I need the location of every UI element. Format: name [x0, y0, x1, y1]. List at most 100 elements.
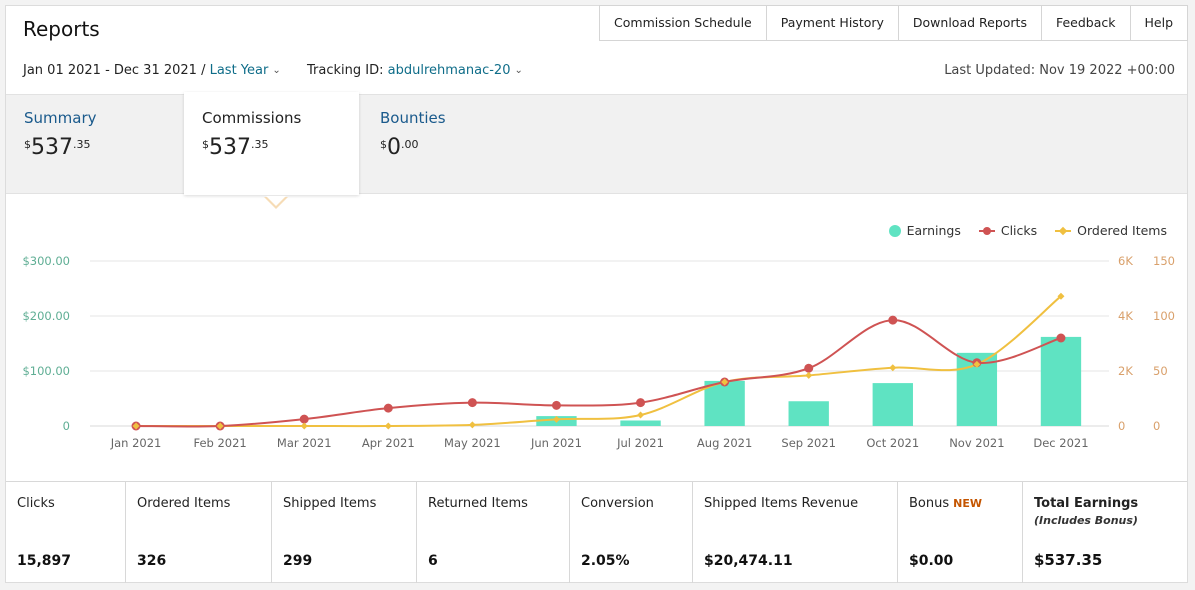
- stat-label: Clicks: [17, 496, 55, 511]
- stat-value: $537.35: [1034, 551, 1103, 569]
- stats-bar: Clicks 15,897 Ordered Items 326 Shipped …: [6, 481, 1187, 583]
- tab-band: Summary $537.35 Commissions $537.35 Boun…: [6, 92, 1187, 195]
- top-nav: Commission Schedule Payment History Down…: [599, 5, 1188, 41]
- stat-value: $0.00: [909, 553, 954, 569]
- point-clicks: [551, 400, 561, 410]
- legend-ordered-items[interactable]: Ordered Items: [1055, 223, 1167, 238]
- y-tick-label-items: 0: [1153, 419, 1160, 433]
- stat-shipped-items-revenue: Shipped Items Revenue $20,474.11: [692, 482, 897, 583]
- y-tick-label-left: $100.00: [22, 364, 70, 378]
- stat-value: 299: [283, 553, 313, 569]
- y-tick-label-clicks: 2K: [1118, 364, 1133, 378]
- x-tick-label: Aug 2021: [697, 436, 752, 450]
- x-tick-label: Dec 2021: [1033, 436, 1088, 450]
- tab-label: Bounties: [380, 109, 446, 127]
- point-clicks: [467, 398, 477, 408]
- period-dropdown[interactable]: Last Year ⌄: [210, 63, 281, 78]
- stat-label: Conversion: [581, 496, 654, 511]
- y-tick-label-left: 0: [63, 419, 70, 433]
- x-tick-label: May 2021: [444, 436, 501, 450]
- tab-bounties[interactable]: Bounties $0.00: [362, 95, 537, 195]
- point-ordered-items: [300, 422, 308, 430]
- bar-earnings: [872, 383, 913, 426]
- stat-clicks: Clicks 15,897: [6, 482, 125, 583]
- point-ordered-items: [216, 422, 224, 430]
- y-tick-label-left: $200.00: [22, 309, 70, 323]
- point-clicks: [1056, 333, 1066, 343]
- legend-clicks[interactable]: Clicks: [978, 223, 1038, 238]
- stat-label: Returned Items: [428, 496, 528, 511]
- x-tick-label: Nov 2021: [949, 436, 1004, 450]
- x-tick-label: Apr 2021: [362, 436, 415, 450]
- tab-amount: $0.00: [380, 135, 419, 160]
- bar-earnings: [704, 380, 745, 426]
- point-ordered-items: [468, 421, 476, 429]
- line-clicks: [136, 319, 1062, 428]
- y-tick-label-items: 150: [1153, 254, 1175, 268]
- y-tick-label-clicks: 6K: [1118, 254, 1133, 268]
- legend-earnings[interactable]: Earnings: [888, 223, 961, 238]
- legend-ordered-items-label: Ordered Items: [1077, 223, 1167, 238]
- x-tick-label: Oct 2021: [866, 436, 919, 450]
- tab-summary[interactable]: Summary $537.35: [6, 95, 181, 195]
- x-tick-label: Feb 2021: [193, 436, 246, 450]
- point-ordered-items: [552, 415, 560, 423]
- x-tick-label: Mar 2021: [277, 436, 332, 450]
- nav-commission-schedule[interactable]: Commission Schedule: [614, 15, 752, 30]
- tracking-id-dropdown[interactable]: abdulrehmanac-20 ⌄: [388, 63, 523, 78]
- earnings-chart: $300.00 $200.00 $100.00 0 6K 4K 2K 0 150 100 50 0 Ja…: [22, 254, 1175, 450]
- point-clicks: [383, 403, 393, 413]
- reports-panel: Reports Commission Schedule Payment Hist…: [5, 5, 1188, 583]
- last-updated-text: Last Updated: Nov 19 2022 +00:00: [944, 63, 1175, 78]
- period-label: Last Year: [209, 63, 269, 78]
- point-ordered-items: [721, 378, 729, 386]
- x-tick-label: Sep 2021: [781, 436, 836, 450]
- stat-value: 15,897: [17, 553, 72, 569]
- point-clicks: [804, 363, 814, 373]
- chevron-down-icon: ⌄: [272, 65, 281, 76]
- y-tick-label-clicks: 0: [1118, 419, 1125, 433]
- legend-earnings-label: Earnings: [906, 223, 961, 238]
- stat-shipped-items: Shipped Items 299: [271, 482, 416, 583]
- stat-label: Ordered Items: [137, 496, 231, 511]
- point-ordered-items: [973, 360, 981, 368]
- point-ordered-items: [805, 371, 813, 379]
- legend-clicks-swatch: [978, 226, 995, 235]
- tab-label: Commissions: [202, 109, 302, 127]
- nav-help[interactable]: Help: [1129, 6, 1188, 40]
- tracking-id-value: abdulrehmanac-20: [387, 63, 511, 78]
- x-tick-label: Jan 2021: [110, 436, 162, 450]
- filter-bar: Jan 01 2021 - Dec 31 2021 / Last Year ⌄ T…: [23, 63, 523, 78]
- y-tick-label-clicks: 4K: [1118, 309, 1133, 323]
- new-badge: NEW: [953, 497, 982, 510]
- stat-label: Total Earnings: [1034, 496, 1139, 511]
- tab-label: Summary: [24, 109, 97, 127]
- point-ordered-items: [1057, 292, 1065, 300]
- point-clicks: [888, 315, 898, 325]
- chevron-down-icon: ⌄: [514, 65, 523, 76]
- stat-conversion: Conversion 2.05%: [569, 482, 692, 583]
- x-tick-label: Jul 2021: [616, 436, 664, 450]
- stat-label: Bonus NEW: [909, 496, 982, 511]
- stat-sub-label: (Includes Bonus): [1034, 514, 1138, 527]
- stat-bonus: Bonus NEW $0.00: [897, 482, 1022, 583]
- line-ordered-items: [136, 295, 1062, 428]
- x-tick-label: Jun 2021: [530, 436, 582, 450]
- nav-payment-history[interactable]: Payment History: [765, 6, 898, 40]
- nav-download-reports[interactable]: Download Reports: [897, 6, 1041, 40]
- point-ordered-items: [384, 422, 392, 430]
- point-clicks: [636, 398, 646, 408]
- stat-total-earnings: Total Earnings (Includes Bonus) $537.35: [1022, 482, 1187, 583]
- active-tab-caret: [264, 196, 288, 209]
- nav-feedback[interactable]: Feedback: [1040, 6, 1130, 40]
- tab-commissions[interactable]: Commissions $537.35: [184, 92, 359, 195]
- y-tick-label-items: 100: [1153, 309, 1175, 323]
- stat-returned-items: Returned Items 6: [416, 482, 569, 583]
- legend-clicks-label: Clicks: [1000, 223, 1038, 238]
- chart-legend: Earnings Clicks Ordered Items: [888, 223, 1167, 238]
- bar-earnings: [788, 401, 829, 426]
- bar-earnings: [620, 420, 661, 426]
- bar-earnings: [1040, 336, 1082, 426]
- page-title: Reports: [23, 17, 100, 41]
- stat-value: 2.05%: [581, 553, 630, 569]
